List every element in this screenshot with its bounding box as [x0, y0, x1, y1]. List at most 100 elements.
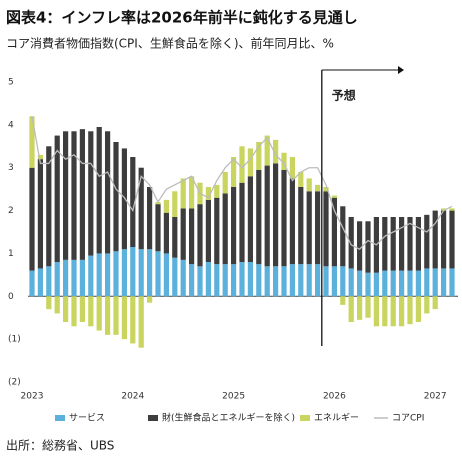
bar	[138, 167, 144, 250]
bar	[340, 266, 346, 297]
y-tick-label: 0	[8, 292, 14, 302]
bar	[172, 257, 178, 297]
bar	[441, 208, 447, 211]
bar	[130, 157, 136, 247]
bar	[273, 163, 279, 267]
bar	[96, 127, 102, 254]
bar	[256, 142, 262, 170]
bar	[37, 154, 43, 160]
bar	[315, 184, 321, 192]
bar	[281, 169, 287, 267]
bar	[373, 272, 379, 297]
bar	[239, 182, 245, 262]
bar	[365, 272, 371, 297]
bar	[189, 264, 195, 297]
bar	[449, 268, 455, 297]
bar	[172, 217, 178, 258]
bar	[331, 266, 337, 297]
bar	[264, 266, 270, 297]
bar	[365, 296, 371, 318]
bar	[29, 116, 35, 168]
annotation: 予想	[332, 88, 356, 103]
bar	[441, 210, 447, 269]
bar	[113, 142, 119, 252]
bar	[222, 193, 228, 265]
bar	[172, 191, 178, 217]
bar	[138, 249, 144, 297]
legend-swatch	[300, 415, 310, 421]
arrow-head	[398, 66, 404, 74]
y-tick-label: 5	[8, 78, 14, 88]
bar	[214, 264, 220, 297]
bar	[399, 296, 405, 327]
bar	[205, 262, 211, 297]
bar	[189, 208, 195, 265]
bar	[29, 167, 35, 271]
chart-subtitle: コア消費者物価指数(CPI、生鮮食品を除く)、前年同月比、%	[6, 36, 334, 51]
bar	[214, 184, 220, 198]
bar	[163, 212, 169, 254]
bar	[365, 221, 371, 273]
bar	[197, 266, 203, 297]
bar	[331, 195, 337, 198]
bar	[273, 266, 279, 297]
bar	[298, 172, 304, 187]
bar	[247, 176, 253, 262]
bar	[424, 214, 430, 269]
bar	[163, 199, 169, 213]
bar	[357, 270, 363, 297]
y-tick-label: 2	[8, 206, 14, 216]
bar	[390, 296, 396, 327]
bar	[63, 259, 69, 297]
bar	[256, 169, 262, 265]
bar	[449, 210, 455, 269]
source: 出所：総務省、UBS	[6, 439, 114, 453]
bar	[331, 197, 337, 267]
bar	[180, 208, 186, 260]
bar	[105, 253, 111, 297]
bar	[323, 266, 329, 297]
bar	[88, 255, 94, 297]
bar	[357, 296, 363, 320]
bar	[415, 270, 421, 297]
bar	[29, 270, 35, 297]
bar	[239, 146, 245, 183]
bar	[382, 296, 388, 327]
legend-swatch	[148, 415, 158, 421]
bar	[88, 296, 94, 327]
bar	[432, 210, 438, 269]
bar	[79, 129, 85, 260]
bar	[289, 157, 295, 179]
bar	[79, 296, 85, 322]
bar	[281, 266, 287, 297]
legend-label: サービス	[69, 413, 105, 424]
bar	[231, 157, 237, 187]
bar	[189, 176, 195, 209]
bar	[197, 204, 203, 267]
legend-label: コアCPI	[392, 414, 424, 424]
chart-title: 図表4：インフレ率は2026年前半に鈍化する見通し	[6, 9, 358, 27]
bar	[105, 131, 111, 254]
bar	[432, 296, 438, 310]
bar	[298, 264, 304, 297]
bar	[96, 253, 102, 297]
x-tick-label: 2025	[222, 392, 245, 402]
bar	[407, 296, 413, 325]
bar	[449, 208, 455, 211]
bar	[247, 262, 253, 297]
bar	[441, 268, 447, 297]
bar	[46, 266, 52, 297]
bar	[432, 268, 438, 297]
bar	[298, 187, 304, 265]
bar	[180, 259, 186, 297]
bar	[180, 178, 186, 209]
bar	[340, 296, 346, 305]
y-tick-label: 3	[8, 163, 14, 173]
x-tick-label: 2026	[323, 392, 346, 402]
bar	[306, 191, 312, 265]
bar	[113, 296, 119, 335]
bar	[37, 268, 43, 297]
bar	[323, 191, 329, 267]
bar	[54, 262, 60, 297]
bar	[130, 247, 136, 297]
